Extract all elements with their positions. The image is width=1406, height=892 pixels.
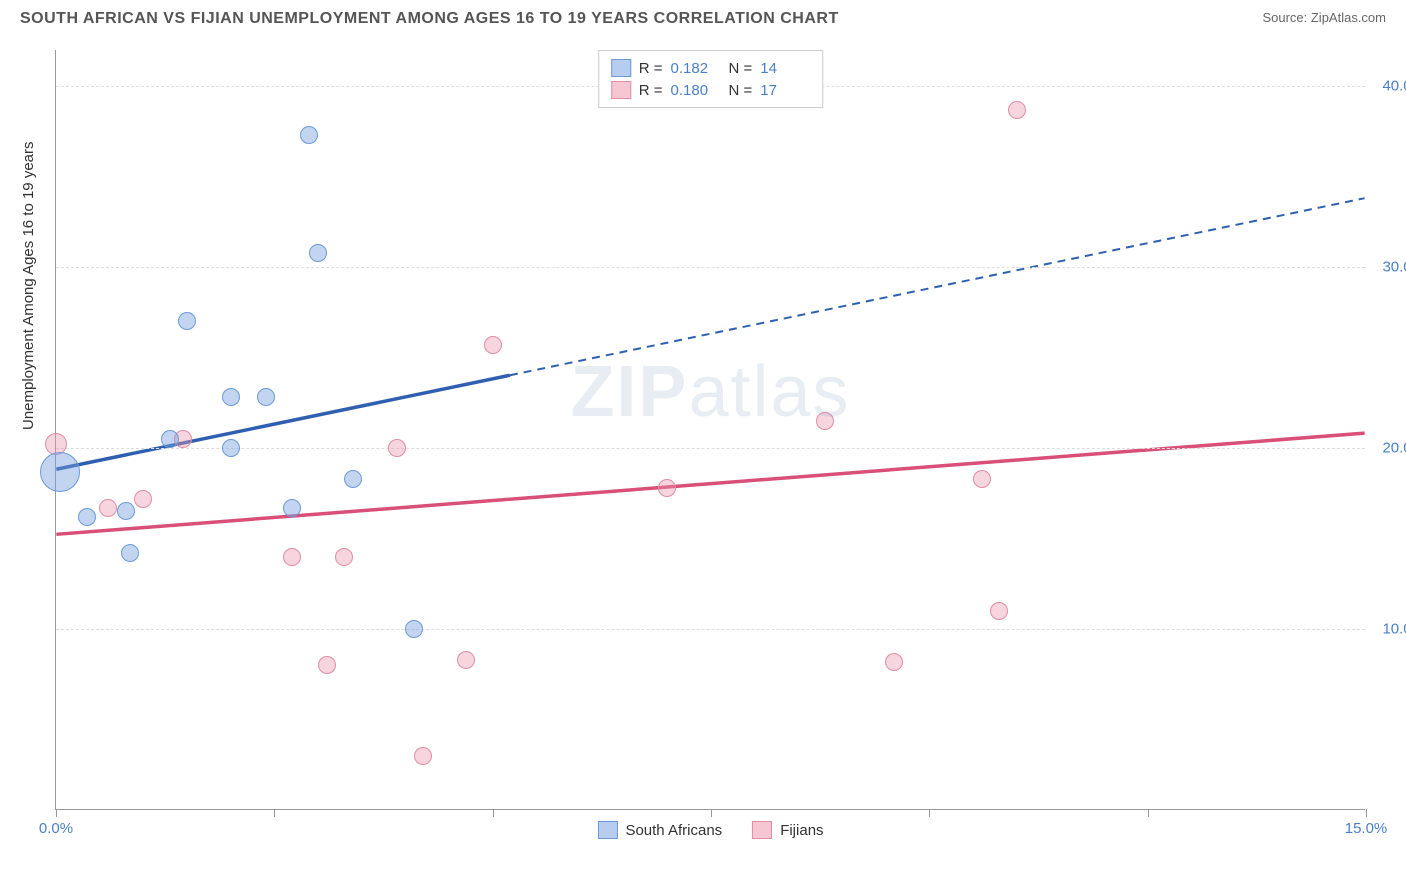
data-point [78, 508, 96, 526]
data-point [283, 499, 301, 517]
data-point [222, 388, 240, 406]
data-point [121, 544, 139, 562]
legend-item-series-0: South Africans [597, 821, 722, 839]
data-point [318, 656, 336, 674]
data-point [40, 452, 80, 492]
data-point [1008, 101, 1026, 119]
y-tick-label: 20.0% [1382, 440, 1406, 457]
n-label: N = [729, 82, 753, 99]
series-label-0: South Africans [625, 822, 722, 839]
x-tick [56, 809, 57, 817]
x-tick [493, 809, 494, 817]
swatch-series-1 [752, 821, 772, 839]
swatch-series-0 [611, 59, 631, 77]
data-point [178, 312, 196, 330]
data-point [283, 548, 301, 566]
data-point [309, 244, 327, 262]
x-tick [711, 809, 712, 817]
data-point [885, 653, 903, 671]
series-label-1: Fijians [780, 822, 823, 839]
x-tick [1366, 809, 1367, 817]
swatch-series-0 [597, 821, 617, 839]
n-value-0: 14 [760, 60, 810, 77]
x-tick [274, 809, 275, 817]
source-attribution: Source: ZipAtlas.com [1262, 10, 1386, 25]
data-point [414, 747, 432, 765]
data-point [99, 499, 117, 517]
data-point [117, 502, 135, 520]
r-value-0: 0.182 [671, 60, 721, 77]
y-tick-label: 40.0% [1382, 78, 1406, 95]
r-label: R = [639, 60, 663, 77]
y-axis-label: Unemployment Among Ages 16 to 19 years [20, 141, 37, 430]
chart-title: SOUTH AFRICAN VS FIJIAN UNEMPLOYMENT AMO… [20, 10, 839, 28]
source-label: Source: [1262, 10, 1310, 25]
n-value-1: 17 [760, 82, 810, 99]
swatch-series-1 [611, 81, 631, 99]
data-point [457, 651, 475, 669]
data-point [335, 548, 353, 566]
scatter-chart: R = 0.182 N = 14 R = 0.180 N = 17 ZIPatl… [55, 50, 1365, 810]
data-point [658, 479, 676, 497]
data-point [300, 126, 318, 144]
data-point [257, 388, 275, 406]
trend-lines [56, 50, 1365, 809]
x-tick [929, 809, 930, 817]
legend-row-series-0: R = 0.182 N = 14 [611, 57, 811, 79]
data-point [484, 336, 502, 354]
grid-line [56, 629, 1365, 630]
x-tick-label: 0.0% [39, 820, 73, 837]
data-point [990, 602, 1008, 620]
n-label: N = [729, 60, 753, 77]
correlation-legend: R = 0.182 N = 14 R = 0.180 N = 17 [598, 50, 824, 108]
data-point [405, 620, 423, 638]
source-name: ZipAtlas.com [1311, 10, 1386, 25]
data-point [344, 470, 362, 488]
watermark-bold: ZIP [570, 352, 688, 432]
y-tick-label: 10.0% [1382, 621, 1406, 638]
watermark: ZIPatlas [570, 351, 850, 433]
y-tick-label: 30.0% [1382, 259, 1406, 276]
x-tick-label: 15.0% [1345, 820, 1388, 837]
grid-line [56, 448, 1365, 449]
r-label: R = [639, 82, 663, 99]
data-point [222, 439, 240, 457]
grid-line [56, 267, 1365, 268]
x-tick [1148, 809, 1149, 817]
data-point [134, 490, 152, 508]
legend-row-series-1: R = 0.180 N = 17 [611, 79, 811, 101]
data-point [388, 439, 406, 457]
series-legend: South Africans Fijians [597, 821, 823, 839]
r-value-1: 0.180 [671, 82, 721, 99]
legend-item-series-1: Fijians [752, 821, 823, 839]
chart-header: SOUTH AFRICAN VS FIJIAN UNEMPLOYMENT AMO… [20, 10, 1386, 28]
data-point [161, 430, 179, 448]
data-point [816, 412, 834, 430]
data-point [973, 470, 991, 488]
